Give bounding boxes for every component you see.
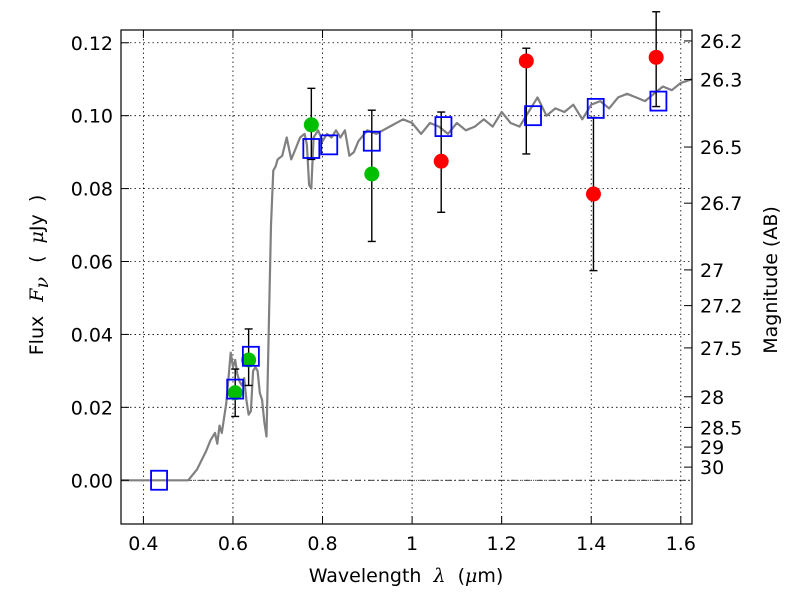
y-axis-label-word: Flux bbox=[26, 316, 48, 356]
model-photometry-square bbox=[302, 138, 321, 159]
x-axis-label-paren: ( bbox=[458, 565, 465, 587]
ticks: 0.4 0.6 0.8 1 1.2 1.4 1.6 0.00 0.02 0.04 0.06 0.08 0… bbox=[71, 30, 742, 555]
observed-red-point bbox=[518, 53, 534, 69]
model-spectrum bbox=[121, 78, 693, 482]
y2-tick-label: 27.2 bbox=[700, 296, 742, 318]
y2-tick-label: 26.3 bbox=[700, 70, 742, 92]
y2-tick-label: 26.5 bbox=[700, 137, 742, 159]
y2-tick-label: 28.5 bbox=[700, 417, 742, 439]
x-tick-label: 1.6 bbox=[666, 533, 696, 555]
y-axis-label: Flux Fν ( μJy ) bbox=[26, 195, 53, 356]
observed-blue-point bbox=[241, 352, 257, 368]
observed-blue-point bbox=[364, 166, 380, 182]
x-axis-label-unit: m) bbox=[477, 565, 503, 587]
spectrum-line bbox=[121, 78, 693, 482]
model-photometry-square bbox=[586, 97, 605, 119]
model-photometry-square bbox=[150, 469, 168, 491]
observed-blue-point bbox=[303, 117, 319, 133]
error-bars bbox=[231, 11, 661, 418]
observed-blue-point bbox=[227, 385, 243, 401]
model-photometry-square bbox=[241, 345, 260, 367]
y2-tick-label: 30 bbox=[700, 457, 724, 479]
y-tick-label: 0.08 bbox=[71, 179, 113, 201]
x-tick-label: 1.2 bbox=[487, 533, 517, 555]
model-photometry-square bbox=[524, 105, 542, 127]
x-axis-label: Wavelength λ (μm) bbox=[309, 565, 504, 587]
x-tick-label: 1.4 bbox=[576, 533, 606, 555]
y2-tick-label: 27 bbox=[700, 260, 724, 282]
y2-tick-label: 28 bbox=[700, 387, 724, 409]
x-tick-label: 1 bbox=[406, 533, 418, 555]
x-axis-label-word: Wavelength bbox=[309, 565, 422, 587]
y-tick-label: 0.02 bbox=[71, 397, 113, 419]
y-tick-label: 0.00 bbox=[71, 470, 113, 492]
y-axis-label-paren-open: ( bbox=[26, 255, 48, 262]
model-photometry-square bbox=[434, 116, 453, 138]
observed-red-point bbox=[585, 186, 601, 202]
y-axis-label-unit: Jy bbox=[26, 214, 48, 232]
observed-red-point bbox=[648, 49, 664, 65]
y-axis-label-f: F bbox=[26, 288, 48, 303]
y2-tick-label: 27.5 bbox=[700, 338, 742, 360]
observed-red-point bbox=[433, 153, 449, 169]
y-axis-label-mu: μ bbox=[26, 231, 48, 243]
model-photometry-square bbox=[226, 378, 245, 400]
y2-tick-label: 29 bbox=[700, 437, 724, 459]
y-axis-label-paren-close: ) bbox=[26, 195, 48, 202]
model-photometry-square bbox=[320, 134, 339, 156]
y2-tick-label: 26.7 bbox=[700, 193, 742, 215]
y-tick-label: 0.06 bbox=[71, 252, 113, 274]
y2-axis-label: Magnitude (AB) bbox=[760, 206, 782, 354]
x-axis-label-mu: μ bbox=[465, 565, 477, 587]
x-tick-label: 0.4 bbox=[128, 533, 158, 555]
y2-tick-label: 26.2 bbox=[700, 31, 742, 53]
x-axis-label-symbol: λ bbox=[432, 565, 445, 587]
y-axis-label-nu: ν bbox=[31, 277, 53, 289]
plot-frame bbox=[120, 29, 693, 525]
y-tick-label: 0.04 bbox=[71, 324, 113, 346]
data-points bbox=[150, 49, 668, 491]
model-photometry-square bbox=[362, 130, 381, 152]
x-tick-label: 0.6 bbox=[218, 533, 248, 555]
y-tick-label: 0.12 bbox=[71, 33, 113, 55]
model-photometry-square bbox=[649, 90, 668, 112]
y-tick-label: 0.10 bbox=[71, 106, 113, 128]
x-tick-label: 0.8 bbox=[307, 533, 337, 555]
